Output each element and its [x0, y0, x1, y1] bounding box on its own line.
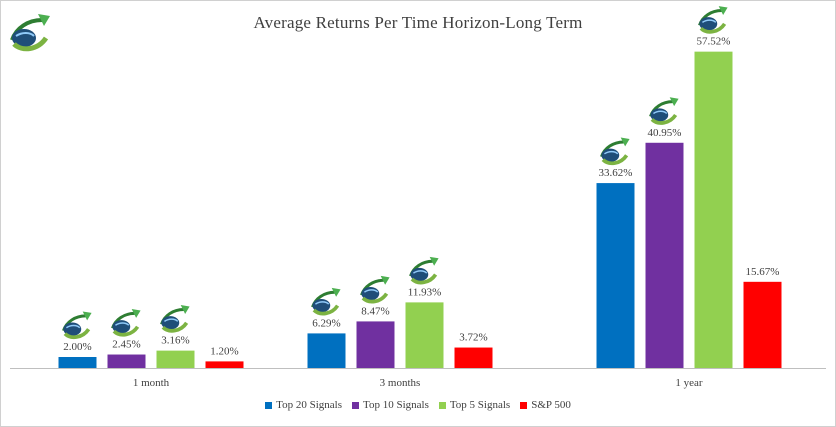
legend-swatch: [265, 401, 273, 409]
data-label: 1.20%: [210, 345, 238, 357]
growth-arrow-logo-icon: [600, 137, 630, 166]
bar-s-p-500-1-month: [205, 361, 244, 368]
legend-swatch: [520, 401, 528, 409]
data-label: 33.62%: [599, 167, 633, 179]
legend: Top 20 Signals Top 10 Signals Top 5 Signal…: [0, 399, 836, 411]
growth-arrow-logo-icon: [311, 287, 341, 316]
growth-arrow-logo-icon: [649, 97, 679, 125]
data-label: 6.29%: [312, 317, 340, 329]
legend-swatch: [438, 401, 446, 409]
data-label: 2.00%: [63, 341, 91, 353]
x-tick-label: 3 months: [380, 377, 421, 389]
x-tick-label: 1 year: [675, 377, 703, 389]
legend-label: S&P 500: [531, 399, 571, 411]
bar-top-10-signals-1-year: [645, 142, 684, 368]
legend-item: Top 10 Signals: [352, 399, 429, 411]
growth-arrow-logo-icon: [10, 14, 50, 52]
data-label: 8.47%: [361, 305, 389, 317]
data-label: 2.45%: [112, 339, 140, 351]
bar-top-10-signals-1-month: [107, 354, 146, 368]
growth-arrow-logo-icon: [360, 275, 390, 304]
legend-item: S&P 500: [520, 399, 571, 411]
bar-top-5-signals-1-month: [156, 350, 195, 368]
growth-arrow-logo-icon: [111, 308, 141, 337]
data-label: 3.72%: [459, 332, 487, 344]
data-label: 40.95%: [648, 127, 682, 139]
growth-arrow-logo-icon: [698, 6, 728, 34]
bar-top-5-signals-1-year: [694, 51, 733, 368]
growth-arrow-logo-icon: [160, 305, 190, 333]
bar-top-10-signals-3-months: [356, 321, 395, 368]
data-label: 11.93%: [408, 286, 442, 298]
bar-s-p-500-3-months: [454, 347, 493, 368]
bar-s-p-500-1-year: [743, 281, 782, 368]
bar-top-20-signals-1-month: [58, 357, 97, 368]
legend-swatch: [352, 401, 359, 409]
bar-top-20-signals-3-months: [307, 333, 346, 368]
legend-label: Top 20 Signals: [276, 399, 342, 411]
growth-arrow-logo-icon: [62, 311, 92, 340]
data-label: 3.16%: [161, 335, 189, 347]
legend-item: Top 20 Signals: [265, 399, 342, 411]
chart-title: Average Returns Per Time Horizon-Long Te…: [253, 13, 583, 32]
data-label: 15.67%: [746, 266, 780, 278]
legend-label: Top 10 Signals: [363, 399, 429, 411]
x-tick-label: 1 month: [133, 377, 170, 389]
legend-item: Top 5 Signals: [438, 399, 511, 411]
legend-label: Top 5 Signals: [449, 399, 511, 411]
bar-top-5-signals-3-months: [405, 302, 444, 368]
data-label: 57.52%: [697, 36, 731, 48]
growth-arrow-logo-icon: [409, 256, 439, 285]
bar-top-20-signals-1-year: [596, 183, 635, 368]
